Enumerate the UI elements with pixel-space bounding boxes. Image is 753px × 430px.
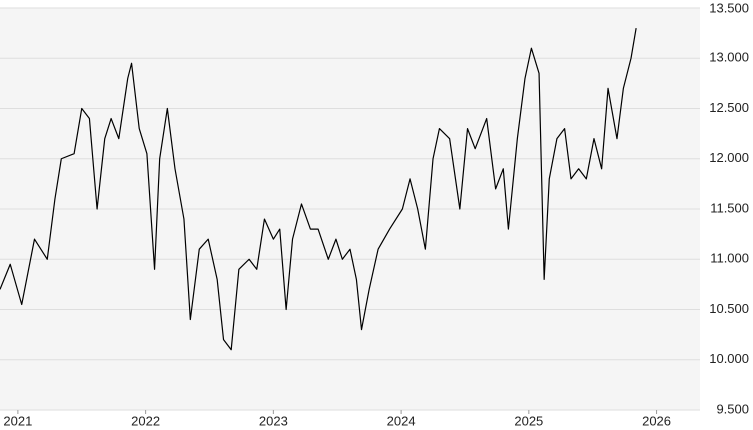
x-tick-label: 2026 bbox=[642, 413, 671, 428]
x-tick-label: 2022 bbox=[131, 413, 160, 428]
y-tick-label: 9.500 bbox=[716, 401, 749, 416]
y-tick-label: 10.500 bbox=[709, 301, 749, 316]
x-tick-label: 2023 bbox=[259, 413, 288, 428]
y-tick-label: 11.500 bbox=[710, 200, 749, 215]
y-tick-label: 12.000 bbox=[709, 150, 749, 165]
y-tick-label: 12.500 bbox=[709, 100, 749, 115]
x-tick-label: 2024 bbox=[387, 413, 416, 428]
y-tick-label: 13.000 bbox=[709, 50, 749, 65]
price-line bbox=[0, 27, 637, 351]
y-tick-label: 10.000 bbox=[709, 351, 749, 366]
y-tick-label: 13.500 bbox=[709, 0, 749, 15]
x-tick-label: 2025 bbox=[514, 413, 543, 428]
x-tick-label: 2021 bbox=[3, 413, 32, 428]
y-tick-label: 11.000 bbox=[710, 251, 749, 266]
